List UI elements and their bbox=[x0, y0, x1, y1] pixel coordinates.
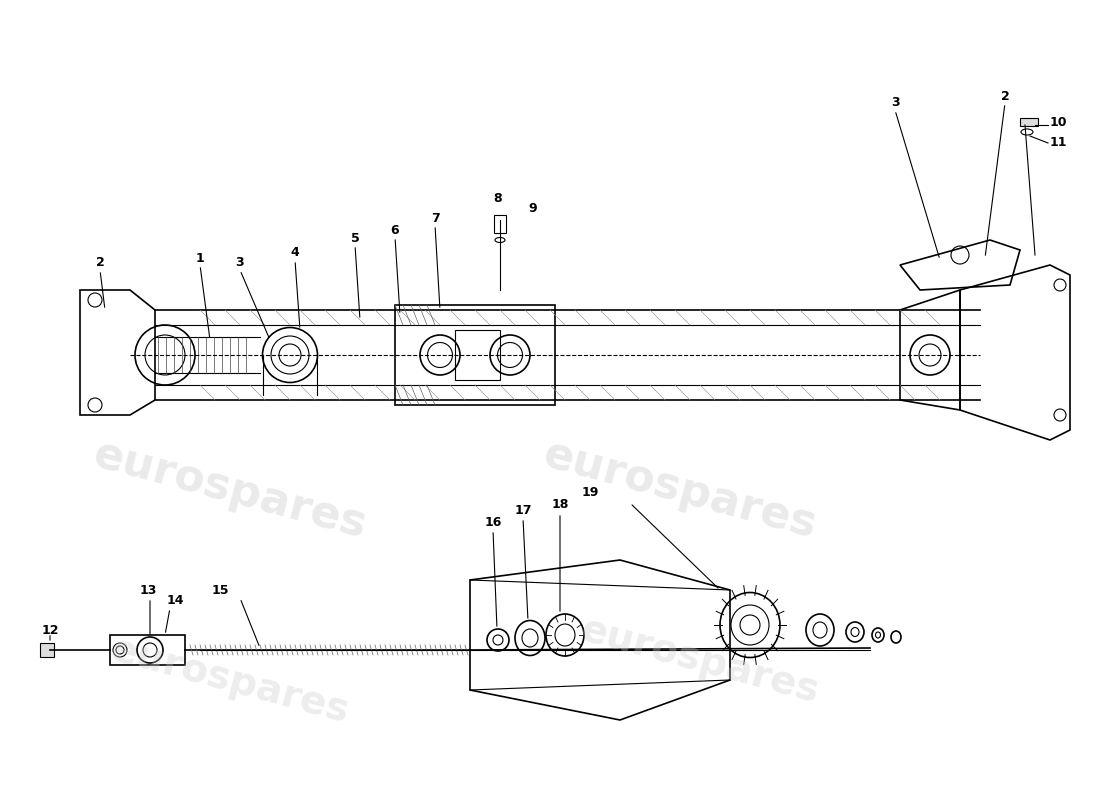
Text: 18: 18 bbox=[551, 498, 569, 511]
Text: eurospares: eurospares bbox=[539, 433, 822, 547]
Text: 3: 3 bbox=[235, 257, 244, 270]
Text: 10: 10 bbox=[1050, 115, 1067, 129]
Text: 6: 6 bbox=[390, 223, 399, 237]
Text: 3: 3 bbox=[891, 97, 900, 110]
Text: 13: 13 bbox=[140, 583, 156, 597]
Bar bbox=[1020, 118, 1038, 126]
Text: 17: 17 bbox=[515, 503, 531, 517]
Bar bbox=[494, 215, 506, 233]
Text: 16: 16 bbox=[484, 515, 502, 529]
Text: eurospares: eurospares bbox=[88, 433, 372, 547]
Text: 8: 8 bbox=[494, 191, 503, 205]
Text: 19: 19 bbox=[581, 486, 598, 498]
Text: 15: 15 bbox=[211, 583, 229, 597]
Bar bbox=[395, 305, 556, 405]
Text: 9: 9 bbox=[529, 202, 537, 214]
Text: 5: 5 bbox=[351, 231, 360, 245]
Text: 4: 4 bbox=[290, 246, 299, 259]
Text: 1: 1 bbox=[196, 251, 205, 265]
Bar bbox=[455, 330, 500, 380]
Text: 2: 2 bbox=[96, 257, 104, 270]
Text: 2: 2 bbox=[1001, 90, 1010, 102]
Text: 14: 14 bbox=[166, 594, 184, 606]
Bar bbox=[40, 643, 54, 657]
Text: eurospares: eurospares bbox=[576, 610, 824, 710]
Text: 12: 12 bbox=[42, 623, 58, 637]
Text: 11: 11 bbox=[1050, 137, 1067, 150]
Text: eurospares: eurospares bbox=[107, 630, 353, 730]
Text: 7: 7 bbox=[430, 211, 439, 225]
